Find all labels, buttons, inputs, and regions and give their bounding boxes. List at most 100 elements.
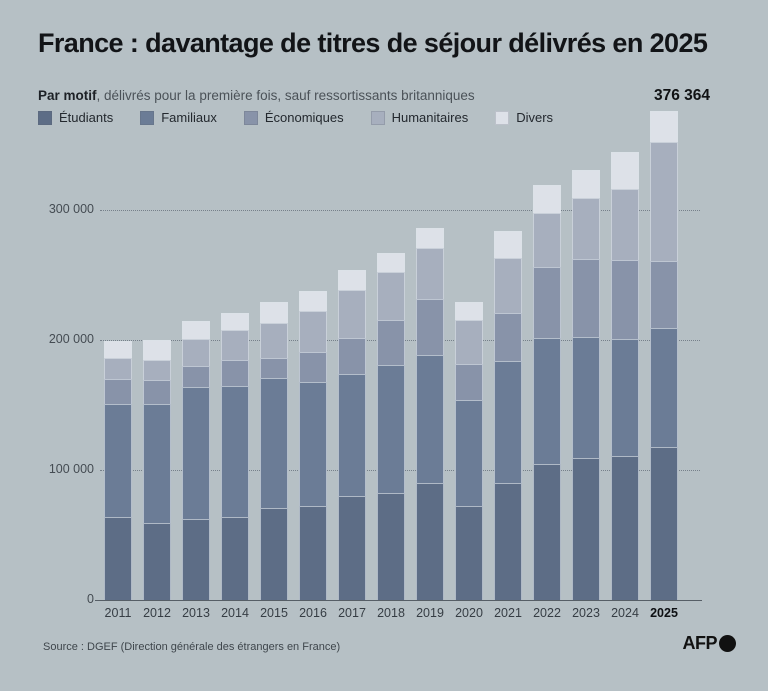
bar-segment-2021-économiques [494,313,522,362]
x-tick-label-2016: 2016 [299,606,327,620]
bar-segment-2018-étudiants [377,492,405,600]
legend-label: Étudiants [59,110,114,125]
bar-segment-2024-économiques [611,260,639,340]
bar-2011 [104,341,132,600]
bar-segment-2012-étudiants [143,522,171,600]
legend-label: Familiaux [161,110,217,125]
bar-segment-2011-économiques [104,379,132,404]
x-tick-label-2018: 2018 [377,606,405,620]
afp-logo-text: AFP [682,633,718,653]
bar-2021 [494,231,522,600]
bar-segment-2017-humanitaires [338,289,366,339]
bar-segment-2011-humanitaires [104,358,132,380]
legend-swatch-icon [370,110,385,125]
bar-2023 [572,170,600,600]
bar-segment-2013-divers [182,321,210,340]
legend-swatch-icon [495,110,510,125]
bar-segment-2020-divers [455,301,483,320]
bar-2019 [416,227,444,600]
bar-segment-2015-économiques [260,358,288,379]
bar-segment-2025-humanitaires [650,142,678,262]
y-tick-label: 200 000 [48,332,94,346]
bar-2020 [455,301,483,600]
chart-subtitle: Par motif, délivrés pour la première foi… [38,88,475,103]
bar-2018 [377,252,405,600]
afp-logo: AFP [682,633,736,654]
bar-2013 [182,321,210,600]
bar-2017 [338,269,366,600]
legend-label: Divers [516,110,554,125]
x-tick-label-2014: 2014 [221,606,249,620]
bar-segment-2020-étudiants [455,505,483,600]
bar-segment-2021-humanitaires [494,258,522,314]
bar-segment-2021-divers [494,231,522,259]
bar-segment-2014-étudiants [221,516,249,600]
bar-2016 [299,291,327,600]
x-tick-label-2013: 2013 [182,606,210,620]
bar-segment-2013-économiques [182,366,210,388]
bar-segment-2013-familiaux [182,387,210,520]
subtitle-lead: Par motif [38,88,97,103]
bar-2025 [650,110,678,600]
bar-segment-2020-économiques [455,364,483,400]
bar-segment-2016-humanitaires [299,311,327,352]
legend-item: Économiques [243,110,344,125]
x-tick-label-2023: 2023 [572,606,600,620]
bar-segment-2019-familiaux [416,354,444,483]
bar-segment-2012-familiaux [143,403,171,523]
afp-logo-dot-icon [719,635,736,652]
bar-segment-2022-divers [533,184,561,213]
bar-2015 [260,301,288,600]
bar-segment-2025-familiaux [650,328,678,447]
bar-segment-2024-divers [611,151,639,190]
bar-segment-2020-humanitaires [455,319,483,365]
y-tick-label: 100 000 [48,462,94,476]
bar-segment-2018-divers [377,252,405,273]
x-tick-label-2011: 2011 [104,606,132,620]
bar-segment-2024-étudiants [611,455,639,600]
bar-segment-2023-étudiants [572,458,600,600]
bar-segment-2022-humanitaires [533,212,561,267]
subtitle-rest: , délivrés pour la première fois, sauf r… [96,88,475,103]
legend-item: Divers [495,110,553,125]
x-tick-label-2022: 2022 [533,606,561,620]
bar-segment-2014-familiaux [221,386,249,517]
x-tick-label-2019: 2019 [416,606,444,620]
bar-segment-2021-étudiants [494,483,522,600]
bar-group [104,100,678,600]
bar-segment-2015-familiaux [260,378,288,509]
bar-segment-2023-économiques [572,258,600,337]
gridline-300000 [100,210,700,211]
bar-2024 [611,151,639,600]
bar-segment-2011-familiaux [104,403,132,517]
bar-segment-2022-étudiants [533,464,561,600]
bar-segment-2025-étudiants [650,446,678,600]
legend-swatch-icon [243,110,258,125]
y-tick-label: 0 [87,592,94,606]
bar-segment-2024-familiaux [611,339,639,456]
x-tick-label-2021: 2021 [494,606,522,620]
bar-segment-2024-humanitaires [611,189,639,261]
bar-segment-2013-humanitaires [182,339,210,367]
bar-segment-2011-divers [104,341,132,359]
legend-item: Étudiants [38,110,113,125]
x-tick-label-2024: 2024 [611,606,639,620]
legend-item: Humanitaires [370,110,468,125]
bar-segment-2025-économiques [650,261,678,329]
y-tick-label: 300 000 [48,202,94,216]
bar-segment-2025-divers [650,110,678,143]
bar-segment-2023-familiaux [572,336,600,459]
bar-segment-2021-familiaux [494,361,522,483]
bar-segment-2012-divers [143,340,171,360]
x-axis-line [95,600,702,601]
bar-segment-2017-étudiants [338,496,366,600]
bar-segment-2019-étudiants [416,483,444,600]
legend-swatch-icon [38,110,52,125]
source-note: Source : DGEF (Direction générale des ét… [43,641,341,653]
bar-segment-2016-divers [299,291,327,312]
x-axis-labels: 2011 2012 2013 2014 2015 2016 2017 2018 2019 2020… [104,606,678,620]
bar-segment-2016-économiques [299,351,327,382]
x-tick-label-2015: 2015 [260,606,288,620]
bar-segment-2019-humanitaires [416,248,444,300]
bar-segment-2018-humanitaires [377,272,405,320]
